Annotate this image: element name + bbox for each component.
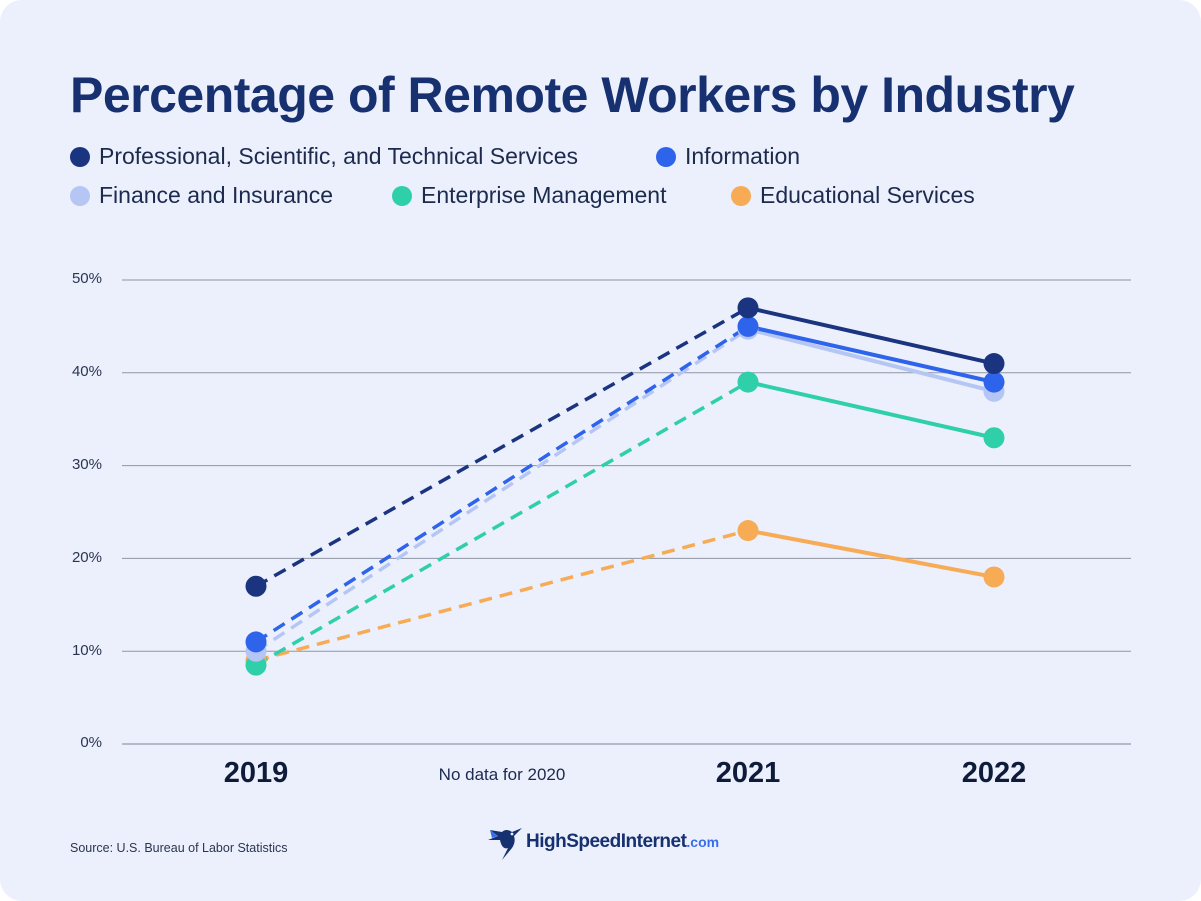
y-tick-label: 40%	[71, 363, 102, 380]
data-point	[737, 520, 759, 542]
legend-label: Information	[685, 143, 801, 169]
data-point	[983, 353, 1005, 375]
data-point	[737, 371, 759, 393]
brand-name: HighSpeedInternet	[526, 831, 687, 852]
y-tick-label: 20%	[71, 549, 102, 566]
source-note: Source: U.S. Bureau of Labor Statistics	[70, 841, 288, 855]
data-point	[983, 427, 1005, 449]
legend-label: Professional, Scientific, and Technical …	[99, 143, 578, 169]
legend-dot	[392, 185, 412, 206]
series-dashed-segment	[255, 306, 749, 588]
y-tick-label: 30%	[71, 456, 102, 473]
y-tick-label: 50%	[71, 270, 102, 287]
series-dashed-segment	[255, 324, 749, 644]
chart-title: Percentage of Remote Workers by Industry	[70, 67, 1075, 123]
series-solid-segment	[747, 305, 995, 366]
legend-dot	[70, 146, 90, 167]
brand-suffix: .com	[686, 834, 720, 850]
data-point	[983, 371, 1005, 393]
legend-dot	[656, 146, 676, 167]
legend-item-information: Information	[656, 143, 800, 170]
legend-item-enterprise: Enterprise Management	[392, 182, 666, 209]
data-point	[737, 315, 759, 337]
y-tick-label: 10%	[71, 642, 102, 659]
no-data-note: No data for 2020	[438, 765, 566, 784]
legend-item-professional: Professional, Scientific, and Technical …	[70, 143, 578, 170]
legend-dot	[731, 185, 751, 206]
legend-dot	[70, 185, 90, 206]
x-tick-label-2021: 2021	[715, 757, 781, 789]
data-point	[245, 631, 267, 653]
legend-label: Finance and Insurance	[99, 182, 333, 208]
series-dashed-segment	[255, 327, 749, 653]
legend-label: Educational Services	[760, 182, 975, 208]
hummingbird-icon	[488, 828, 522, 860]
x-tick-label-2022: 2022	[961, 757, 1027, 789]
legend-item-finance: Finance and Insurance	[70, 182, 333, 209]
data-point	[245, 575, 267, 597]
legend-label: Enterprise Management	[421, 182, 667, 208]
series-solid-segment	[747, 324, 995, 385]
data-point	[737, 297, 759, 319]
legend-item-educational: Educational Services	[731, 182, 975, 209]
x-tick-label-2019: 2019	[223, 757, 289, 789]
series-solid-segment	[747, 528, 995, 579]
series-solid-segment	[747, 380, 995, 440]
series-dashed-segment	[255, 528, 749, 663]
y-tick-label: 0%	[80, 734, 102, 751]
series-dashed-segment	[255, 380, 749, 667]
data-point	[983, 566, 1005, 588]
brand-logo: HighSpeedInternet .com	[488, 822, 719, 862]
series-solid-segment	[747, 327, 995, 394]
